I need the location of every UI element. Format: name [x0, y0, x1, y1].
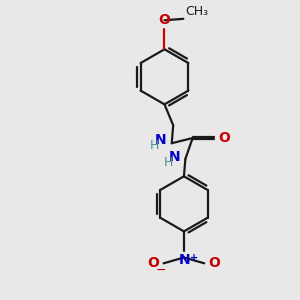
Text: N: N — [179, 254, 190, 267]
Text: +: + — [190, 253, 198, 263]
Text: CH₃: CH₃ — [185, 5, 208, 18]
Text: O: O — [218, 131, 230, 145]
Text: −: − — [155, 264, 166, 277]
Text: O: O — [159, 13, 170, 27]
Text: O: O — [148, 256, 160, 270]
Text: H: H — [163, 156, 173, 169]
Text: N: N — [155, 133, 167, 147]
Text: N: N — [169, 150, 180, 164]
Text: H: H — [150, 139, 159, 152]
Text: O: O — [208, 256, 220, 270]
